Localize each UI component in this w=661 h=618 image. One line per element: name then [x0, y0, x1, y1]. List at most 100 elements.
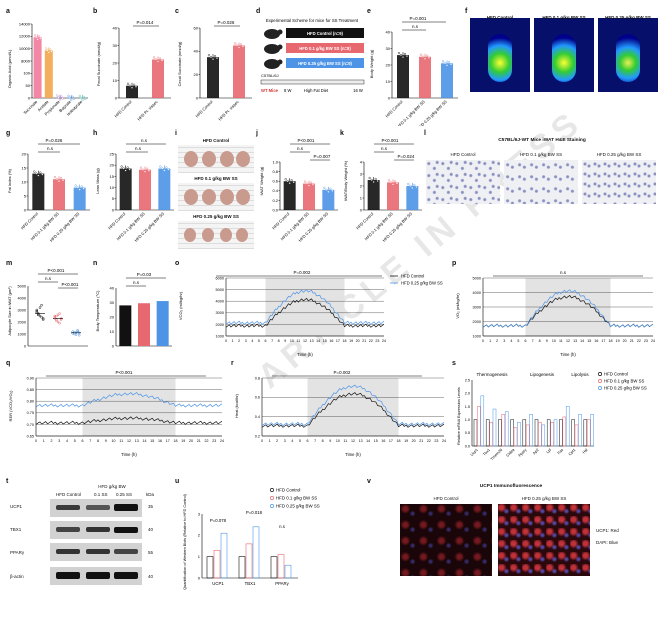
- svg-o-xtick: 3: [245, 339, 247, 343]
- panel-u-tick: 3: [198, 511, 201, 516]
- panel-n-p2: n.s: [133, 280, 140, 285]
- panel-s-bar: [541, 424, 546, 447]
- panel-j-chart: iWAT Weight (g) P<0.001 n.s P=0.007 1.0 0…: [259, 138, 338, 243]
- svg-p-xtick: 21: [630, 339, 634, 343]
- panel-a-chart: Organic Acid (μmol/L) 14000 12000 10000 800…: [7, 21, 88, 117]
- svg-o-xtick: 0: [225, 339, 227, 343]
- svg-p-xtick: 13: [573, 339, 577, 343]
- ir-image-025: [598, 18, 658, 92]
- panel_h-bar: [139, 169, 151, 210]
- panel-s-bar: [559, 419, 563, 447]
- panel-m-point: [41, 317, 45, 320]
- panel-a-ylabel: Organic Acid (μmol/L): [7, 49, 12, 88]
- panel_e-dot: [449, 63, 453, 66]
- panel-s-bar: [510, 419, 514, 447]
- panel-u-category: TBX1: [245, 581, 256, 586]
- panel-u-category: PPARγ: [275, 581, 289, 586]
- panel_c-dot: [241, 45, 245, 48]
- panel_b-category: HFD Control: [113, 99, 132, 118]
- svg-r-xtick: 13: [359, 439, 363, 443]
- svg-o-xtick: 24: [382, 339, 386, 343]
- panel_k-dot: [376, 179, 379, 183]
- panel_a-dot: [78, 94, 81, 98]
- panel_k-tick: 2: [360, 183, 363, 188]
- panel-s-gene: Hsl: [582, 448, 589, 455]
- panel_h-tick: 15: [110, 174, 115, 179]
- panel_h-dot: [124, 169, 127, 172]
- panel_c-dot: [237, 46, 241, 49]
- panel_a-dot: [60, 95, 63, 98]
- panel_c-tick: 0: [196, 95, 199, 100]
- panel_k-dot: [415, 185, 418, 189]
- panel_g-bar: [73, 187, 86, 210]
- svg-o-ytick: 3000: [216, 311, 224, 315]
- panel-j-p1: P<0.001: [298, 138, 315, 143]
- if-label-control: HFD Control: [433, 496, 459, 501]
- if-legend-blue: DAPI: Blue: [596, 540, 619, 545]
- blot-col-01: 0.1 SS: [94, 492, 108, 497]
- panel_k-dot: [409, 184, 412, 188]
- svg-q-series-line: [35, 392, 223, 408]
- panel_a-dot: [72, 97, 75, 100]
- svg-q-ytick: 0.65: [27, 434, 34, 438]
- panel-l-title: C57BL/6J-WT Mice iWAT H&E Staining: [498, 138, 586, 143]
- panel-k-chart: iWAT/Body Weight (%) P<0.001 n.s P=0.024…: [343, 138, 422, 243]
- panel_g-dot: [53, 176, 57, 179]
- panel-u-legend-control: HFD Control: [276, 488, 300, 493]
- panel_h-tick: 10: [110, 185, 115, 190]
- panel_k-dot: [387, 179, 391, 182]
- svg-o-dark-phase: [265, 278, 345, 336]
- panel-n-ylabel: Body Temperature (°C): [95, 290, 100, 332]
- panel_a-dot: [39, 37, 42, 40]
- svg-p-xtick: 8: [539, 339, 541, 343]
- panel-letter-u: u: [175, 478, 180, 485]
- panel-u-bar: [206, 556, 214, 579]
- ir-label-01: HFD 0.1 g/kg BW SS: [542, 15, 586, 20]
- panel-s-bar: [477, 406, 481, 447]
- panel_e-tick: 20: [386, 62, 391, 67]
- svg-o-xtick: 7: [271, 339, 273, 343]
- panel-u-legend: HFD Control HFD 0.1 g/kg BW SS HFD 0.25 …: [270, 488, 320, 509]
- panel_j-dot: [284, 178, 287, 181]
- svg-r-xtick: 12: [351, 439, 355, 443]
- svg-q-series-line: [35, 416, 223, 425]
- panel-s-bar: [480, 395, 485, 447]
- panel_e-bar: [441, 63, 453, 98]
- panel-n-bar: [119, 305, 132, 346]
- svg-r-xtick: 17: [389, 439, 393, 443]
- svg-p-xtick: 17: [601, 339, 605, 343]
- panel_b-dot: [126, 82, 130, 85]
- panel_j-dot: [323, 186, 326, 189]
- svg-o-xtick: 15: [323, 339, 327, 343]
- panel_e-dot: [427, 56, 431, 59]
- panel_h-bar: [119, 168, 132, 210]
- panel-letter-h: h: [93, 130, 98, 137]
- panel_k-bar: [367, 180, 380, 210]
- blot-kda-ppary: 55: [148, 550, 154, 555]
- svg-o-xtick: 5: [258, 339, 260, 343]
- panel_e-tick: 10: [386, 79, 391, 84]
- panel-s-gene: Tmem26: [490, 448, 503, 461]
- panel_c-dot: [211, 58, 215, 61]
- panel_j-category: HFD Control: [271, 211, 290, 230]
- panel_e-dot: [423, 57, 427, 60]
- panel-q-xlabel: Time (h): [121, 452, 137, 457]
- svg-p-xtick: 20: [623, 339, 627, 343]
- panel_h-dot: [147, 169, 151, 172]
- svg-r-xtick: 24: [442, 439, 446, 443]
- panel_e-dot: [405, 54, 409, 58]
- panel-n-chart: Body Temperature (°C) P=0.03 n.s 40 30 20 1…: [95, 272, 172, 348]
- panel-s-tick: 1.0: [465, 418, 470, 422]
- svg-o-ytick: 6000: [216, 276, 224, 280]
- panel_j-tick: 0.2: [272, 198, 278, 203]
- svg-p-ytick: 1000: [473, 334, 481, 338]
- panel_j-bar: [322, 189, 335, 210]
- panel-n-tick: 30: [110, 300, 115, 305]
- panel-m-point: [55, 319, 58, 323]
- panel-letter-n: n: [93, 260, 98, 267]
- panel-u-tick: 0: [198, 575, 201, 580]
- svg-q-xtick: 15: [150, 439, 154, 443]
- panel_g-dot: [35, 172, 38, 175]
- panel_a-dot: [83, 97, 87, 101]
- svg-q-xtick: 7: [89, 439, 91, 443]
